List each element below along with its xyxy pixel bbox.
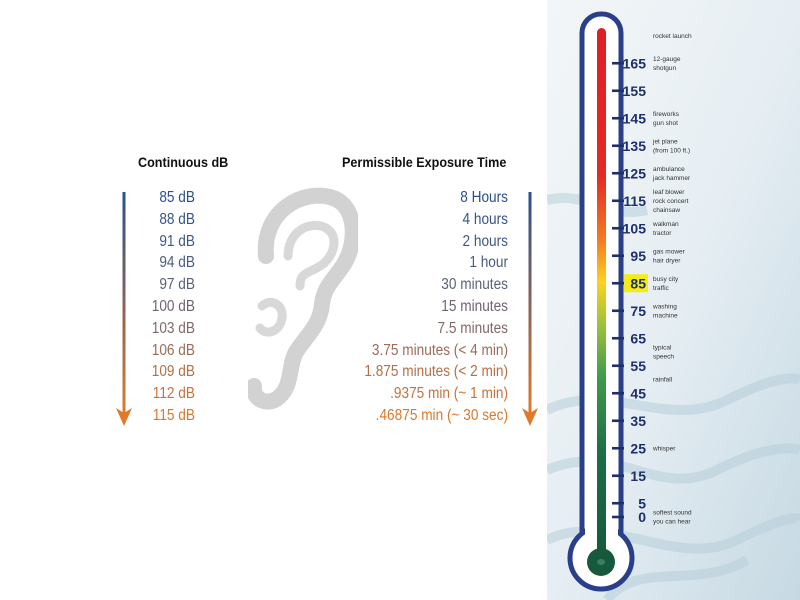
scale-label: 115 — [623, 193, 646, 209]
exposure-time-value: 30 minutes — [441, 276, 508, 294]
sound-source-label: jet plane — [652, 138, 678, 145]
sound-source-label: you can hear — [653, 519, 691, 526]
scale-tick — [612, 364, 624, 368]
sound-source-label: leaf blower — [653, 189, 685, 196]
sound-source-label: washing — [652, 303, 677, 310]
sound-source-label: tractor — [653, 230, 672, 237]
db-value: 106 dB — [151, 341, 195, 359]
scale-label: 75 — [630, 303, 646, 319]
sound-source-label: machine — [653, 312, 678, 319]
exposure-time-value: 1 hour — [469, 254, 508, 272]
scale-label: 85 — [630, 275, 646, 291]
ear-illustration — [248, 187, 358, 410]
scale-tick — [612, 226, 624, 230]
sound-source-label: busy city — [653, 276, 679, 283]
exposure-time-value: 3.75 minutes (< 4 min) — [371, 341, 508, 359]
scale-tick — [612, 61, 624, 65]
scale-label: 65 — [630, 330, 646, 346]
sound-source-label: softest sound — [653, 510, 692, 517]
sound-source-label: (from 100 ft.) — [653, 147, 690, 154]
exposure-time-value: 2 hours — [462, 232, 508, 250]
db-value: 85 dB — [159, 189, 195, 206]
sound-source-label: rock concert — [653, 198, 689, 205]
sound-source-label: fireworks — [653, 111, 680, 118]
scale-label: 5 — [638, 495, 646, 511]
time-column: 8 Hours 4 hours 2 hours 1 hour 30 minutes 15 … — [300, 187, 508, 427]
highlight-box — [624, 274, 648, 293]
continuous-db-header: Continuous dB — [138, 154, 229, 170]
db-gradient-arrow — [116, 192, 132, 426]
sound-source-label: traffic — [653, 285, 670, 292]
scale-label: 45 — [630, 385, 646, 401]
db-value: 88 dB — [159, 210, 195, 228]
scale-label: 135 — [623, 138, 647, 154]
db-value: 97 dB — [159, 276, 195, 294]
exposure-time-value: 8 Hours — [460, 189, 508, 206]
scale-tick — [612, 254, 624, 258]
sound-source-label: jack hammer — [652, 175, 691, 182]
scale-label: 155 — [623, 83, 647, 99]
scale-tick — [612, 199, 624, 203]
scale-label: 55 — [630, 358, 646, 374]
scale-tick — [612, 116, 624, 120]
db-column: 85 dB 88 dB 91 dB 94 dB 97 dB 100 dB 103 dB 106… — [135, 187, 195, 427]
scale-tick — [612, 515, 624, 519]
scale-tick — [612, 446, 624, 450]
scale-label: 35 — [630, 413, 646, 429]
db-value: 112 dB — [152, 385, 195, 403]
sound-source-label: gun shot — [653, 120, 678, 127]
scale-tick — [612, 89, 624, 93]
sound-source-label: typical — [653, 345, 672, 352]
sound-source-label: hair dryer — [653, 257, 681, 264]
exposure-time-value: 7.5 minutes — [437, 319, 508, 337]
db-value: 109 dB — [151, 363, 195, 381]
scale-label: 15 — [630, 468, 646, 484]
scale-tick — [612, 336, 624, 340]
db-value: 115 dB — [152, 406, 195, 424]
scale-label: 25 — [630, 440, 646, 456]
sound-source-label: walkman — [652, 221, 679, 228]
scale-tick — [612, 419, 624, 423]
sound-source-label: gas mower — [653, 248, 686, 255]
exposure-time-value: 1.875 minutes (< 2 min) — [364, 363, 508, 381]
scale-tick — [612, 474, 624, 478]
exposure-time-value: 4 hours — [462, 210, 508, 228]
scale-tick — [612, 144, 624, 148]
sound-source-label: rainfall — [653, 377, 673, 384]
scale-label: 0 — [638, 509, 646, 525]
sound-source-label: whisper — [652, 445, 676, 452]
scale-label: 95 — [630, 248, 646, 264]
sound-source-label: rocket launch — [653, 33, 692, 40]
sound-source-label: speech — [653, 354, 674, 361]
db-value: 91 dB — [159, 232, 195, 250]
exposure-time-value: .46875 min (~ 30 sec) — [375, 406, 508, 424]
scale-label: 165 — [623, 55, 647, 71]
db-value: 100 dB — [151, 297, 195, 315]
scale-label: 125 — [623, 165, 647, 181]
sound-source-label: shotgun — [653, 65, 677, 72]
time-gradient-arrow — [522, 192, 538, 426]
scale-tick — [612, 501, 624, 505]
thermometer-panel: 1651551451351251151059585756555453525155… — [547, 0, 800, 600]
scale-label: 145 — [623, 110, 647, 126]
db-value: 94 dB — [159, 254, 195, 272]
db-value: 103 dB — [151, 319, 195, 337]
scale-tick — [612, 391, 624, 395]
scale-label: 105 — [623, 220, 647, 236]
scale-tick — [612, 171, 624, 175]
exposure-time-value: .9375 min (~ 1 min) — [390, 385, 508, 403]
scale-tick — [612, 281, 624, 285]
exposure-time-value: 15 minutes — [441, 297, 508, 315]
exposure-time-header: Permissible Exposure Time — [342, 154, 507, 170]
sound-source-label: ambulance — [653, 166, 685, 173]
scale-tick — [612, 309, 624, 313]
sound-source-label: chainsaw — [653, 207, 680, 214]
sound-source-label: 12-gauge — [653, 56, 681, 63]
